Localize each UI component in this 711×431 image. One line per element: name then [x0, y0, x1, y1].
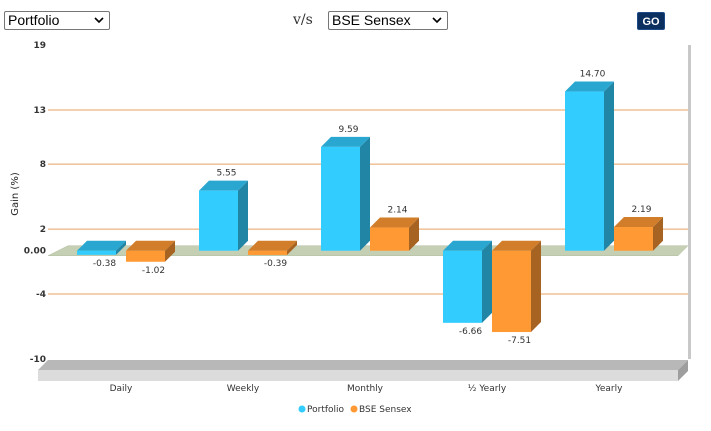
bar-side — [653, 217, 663, 251]
sensex-bar — [370, 217, 419, 251]
data-label: -0.39 — [264, 259, 288, 269]
data-label: 14.70 — [580, 70, 606, 80]
bar-front — [370, 227, 409, 251]
portfolio-bar — [565, 81, 614, 251]
data-label: 2.14 — [387, 206, 407, 216]
bar-front — [321, 146, 360, 251]
y-tick-label: 13 — [33, 106, 46, 116]
bar-top — [77, 240, 126, 251]
bar-front — [199, 190, 238, 251]
bar-front — [248, 250, 287, 255]
chevron-down-icon — [432, 17, 442, 24]
bar-front — [565, 91, 604, 251]
legend-sensex: BSE Sensex — [350, 405, 412, 415]
data-label: 2.19 — [631, 205, 651, 215]
portfolio-bar — [77, 240, 126, 255]
sensex-bar — [126, 240, 175, 262]
bar-top — [443, 240, 492, 251]
portfolio-bar — [199, 180, 248, 251]
chevron-down-icon — [94, 17, 104, 24]
right-wall — [688, 45, 691, 359]
category-label: Daily — [110, 384, 133, 394]
portfolio-bar — [321, 136, 370, 251]
bar-side — [360, 136, 370, 251]
sensex-bar — [248, 240, 297, 255]
bar-side — [116, 240, 126, 255]
bar-top — [199, 180, 248, 191]
data-label: -7.51 — [508, 336, 531, 346]
bar-side — [482, 240, 492, 323]
floor-front — [38, 370, 678, 381]
y-tick-label: -4 — [36, 290, 46, 300]
go-button[interactable]: GO — [637, 12, 665, 30]
bar-top — [248, 240, 297, 251]
data-label: -6.66 — [459, 327, 483, 337]
versus-label: v/s — [293, 12, 313, 28]
bar-top — [370, 217, 419, 228]
y-tick-label: 0.00 — [24, 247, 46, 257]
bar-top — [126, 240, 175, 251]
bar-side — [238, 180, 248, 251]
bar-front — [77, 250, 116, 255]
bar-side — [165, 240, 175, 262]
sensex-bar — [614, 217, 663, 251]
benchmark-select[interactable]: BSE Sensex — [328, 11, 448, 30]
data-label: 5.55 — [216, 169, 236, 179]
data-label: 9.59 — [338, 125, 358, 135]
bar-front — [614, 227, 653, 251]
data-label: -0.38 — [93, 259, 117, 269]
y-tick-label: 8 — [40, 160, 46, 170]
data-label: -1.02 — [142, 266, 165, 276]
y-axis-label: Gain (%) — [10, 172, 21, 216]
bar-front — [443, 250, 482, 323]
legend-swatch — [298, 405, 306, 413]
sensex-bar — [492, 240, 541, 333]
legend-swatch — [350, 405, 358, 413]
category-label: Weekly — [227, 384, 260, 394]
floor-top — [38, 360, 688, 370]
benchmark-select-value: BSE Sensex — [332, 12, 411, 28]
bar-top — [565, 81, 614, 92]
legend-label: BSE Sensex — [359, 405, 412, 415]
bar-front — [492, 250, 531, 333]
category-label: ½ Yearly — [468, 384, 507, 394]
portfolio-select[interactable]: Portfolio — [4, 11, 110, 30]
legend-label: Portfolio — [307, 405, 345, 415]
bar-side — [287, 240, 297, 255]
bar-side — [531, 240, 541, 333]
bar-top — [321, 136, 370, 147]
bar-top — [492, 240, 541, 251]
category-label: Yearly — [595, 384, 624, 394]
y-tick-label: 19 — [33, 41, 46, 51]
portfolio-bar — [443, 240, 492, 323]
floor-side — [678, 360, 688, 381]
portfolio-select-value: Portfolio — [8, 12, 60, 28]
bar-front — [126, 250, 165, 262]
y-tick-label: -10 — [30, 355, 46, 365]
bar-top — [614, 217, 663, 228]
y-tick-label: 2 — [40, 225, 46, 235]
legend-portfolio: Portfolio — [298, 405, 345, 415]
category-label: Monthly — [347, 384, 384, 394]
bar-side — [604, 81, 614, 251]
bar-side — [409, 217, 419, 251]
